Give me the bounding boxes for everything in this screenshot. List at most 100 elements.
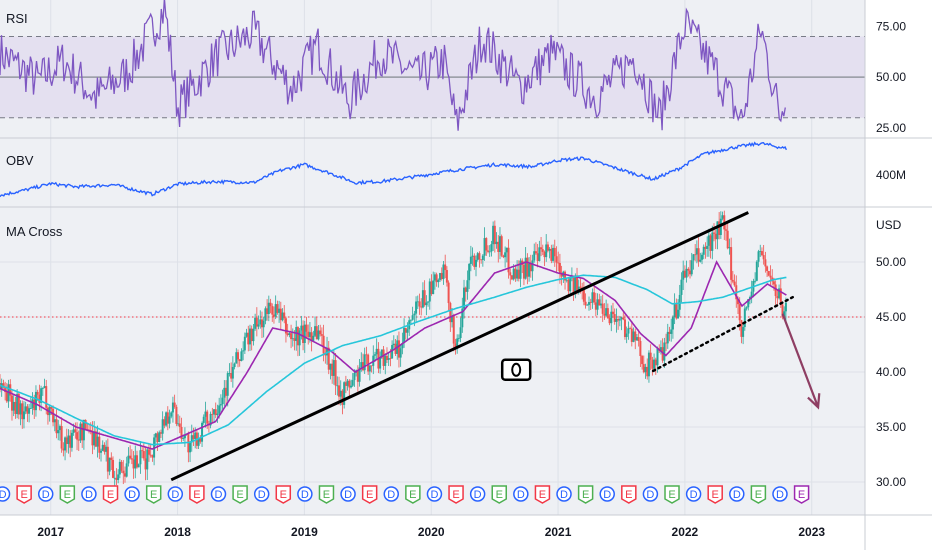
candle-body: [74, 429, 77, 433]
y-tick-label: 35.00: [876, 420, 906, 434]
earnings-marker[interactable]: E: [145, 485, 162, 504]
dividend-marker[interactable]: D: [469, 486, 486, 502]
dividend-marker[interactable]: D: [556, 486, 572, 502]
candle-body: [593, 292, 596, 303]
event-marker-letter: D: [474, 489, 482, 501]
dividend-marker[interactable]: D: [426, 486, 443, 502]
candle-body: [565, 279, 568, 281]
earnings-marker[interactable]: E: [664, 485, 680, 504]
dividend-marker[interactable]: D: [37, 486, 54, 502]
obv-series: [0, 141, 788, 198]
earnings-marker[interactable]: E: [707, 485, 723, 504]
event-marker-letter: D: [430, 489, 438, 501]
candle-body: [497, 241, 500, 252]
dividend-marker[interactable]: D: [297, 486, 313, 502]
dividend-marker[interactable]: D: [513, 486, 529, 502]
earnings-marker[interactable]: E: [534, 485, 551, 504]
candle-body: [598, 299, 601, 306]
candle-body: [144, 458, 147, 470]
candle-body: [190, 435, 193, 443]
earnings-marker[interactable]: E: [405, 485, 421, 504]
candle-body: [459, 327, 462, 339]
candle-body: [262, 320, 265, 328]
candle-body: [776, 296, 779, 299]
candle-body: [105, 446, 108, 452]
dividend-marker[interactable]: D: [340, 486, 356, 502]
earnings-marker[interactable]: E: [621, 485, 637, 504]
candle-body: [760, 251, 763, 256]
event-marker-letter: E: [366, 489, 373, 501]
candle-body: [401, 343, 404, 349]
candle-body: [135, 455, 138, 468]
candle-body: [106, 446, 109, 472]
candle-body: [343, 382, 346, 405]
dividend-marker[interactable]: D: [124, 486, 140, 502]
dividend-marker[interactable]: D: [81, 486, 97, 502]
candle-body: [726, 230, 729, 249]
candle-body: [557, 262, 560, 264]
event-marker-letter: E: [625, 489, 632, 501]
candle-body: [673, 304, 676, 318]
earnings-marker[interactable]: E: [793, 485, 810, 504]
candle-body: [629, 328, 632, 330]
earnings-marker[interactable]: E: [491, 485, 507, 504]
dividend-marker[interactable]: D: [167, 486, 184, 502]
earnings-marker[interactable]: E: [59, 485, 76, 504]
candle-body: [380, 349, 383, 358]
candle-body: [137, 464, 140, 468]
candle-body: [308, 332, 311, 337]
candle-body: [762, 255, 765, 260]
candle-body: [379, 357, 382, 369]
candle-body: [108, 457, 111, 472]
candle-body: [461, 308, 464, 328]
lower-channel-line[interactable]: [651, 295, 794, 373]
earnings-marker[interactable]: E: [102, 485, 119, 504]
candle-body: [10, 395, 13, 411]
dividend-marker[interactable]: D: [729, 486, 745, 502]
candle-body: [516, 269, 519, 279]
dividend-marker[interactable]: D: [383, 486, 400, 502]
candle-body: [435, 274, 438, 283]
candle-body: [716, 221, 719, 240]
dividend-marker[interactable]: D: [210, 486, 227, 502]
dividend-marker[interactable]: D: [253, 486, 270, 502]
obv-pane-title: OBV: [6, 153, 34, 168]
dividend-marker[interactable]: D: [0, 486, 11, 502]
candle-body: [656, 348, 659, 366]
support-trendline[interactable]: [170, 211, 749, 482]
candle-body: [53, 419, 56, 423]
candle-body: [531, 260, 534, 272]
candle-body: [17, 393, 20, 415]
dividend-marker[interactable]: D: [599, 486, 615, 502]
earnings-marker[interactable]: E: [16, 485, 32, 504]
earnings-marker[interactable]: E: [361, 485, 378, 504]
earnings-marker[interactable]: E: [189, 485, 205, 504]
earnings-marker[interactable]: E: [232, 485, 248, 504]
earnings-marker[interactable]: E: [577, 485, 594, 504]
candle-body: [350, 385, 353, 388]
candle-body: [115, 477, 118, 481]
projection-arrow[interactable]: [781, 313, 820, 408]
earnings-marker[interactable]: E: [448, 485, 464, 504]
candle-body: [665, 342, 668, 344]
candle-body: [158, 432, 161, 443]
candle-body: [690, 260, 693, 275]
earnings-marker[interactable]: E: [318, 485, 335, 504]
candle-body: [464, 287, 467, 292]
candle-body: [288, 333, 291, 335]
candle-body: [463, 287, 466, 309]
candle-body: [132, 459, 135, 469]
candle-body: [367, 354, 370, 372]
cash-icon[interactable]: [500, 358, 532, 382]
dividend-marker[interactable]: D: [642, 486, 659, 502]
candle-body: [733, 281, 736, 286]
earnings-marker[interactable]: E: [750, 485, 767, 504]
dividend-marker[interactable]: D: [685, 486, 702, 502]
candle-body: [485, 238, 488, 251]
candle-body: [663, 342, 666, 361]
earnings-marker[interactable]: E: [275, 485, 292, 504]
candle-body: [43, 386, 46, 389]
candle-body: [677, 309, 680, 319]
candle-body: [221, 397, 224, 405]
dividend-marker[interactable]: D: [772, 486, 788, 502]
